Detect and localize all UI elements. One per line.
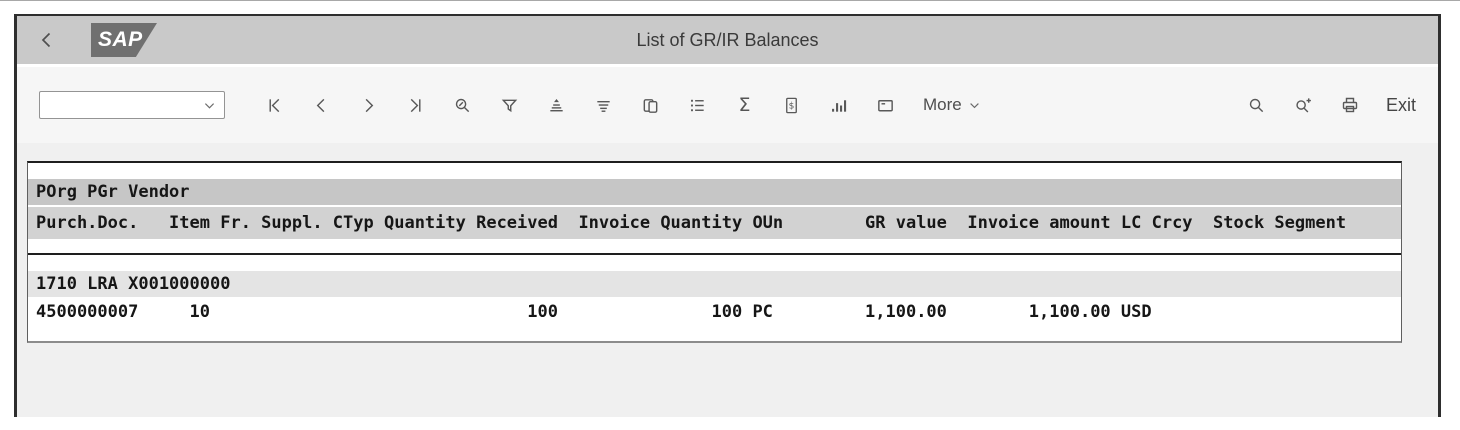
header-separator: [28, 253, 1401, 255]
filter-icon: [501, 99, 518, 112]
copy-icon: [643, 98, 658, 113]
group-header-row[interactable]: 1710 LRA X001000000: [28, 271, 1401, 297]
export-spreadsheet-icon: $: [786, 97, 797, 113]
last-page-icon: [410, 98, 421, 112]
next-page-icon: [365, 98, 374, 112]
list-data-row[interactable]: 4500000007 10 100 100 PC 1,100.00 1,100.…: [28, 297, 1401, 327]
first-page-icon: [269, 98, 280, 112]
previous-page-button[interactable]: [298, 85, 345, 125]
chart-button[interactable]: [815, 85, 862, 125]
back-button[interactable]: [37, 30, 57, 50]
next-page-button[interactable]: [345, 85, 392, 125]
page-title: List of GR/IR Balances: [636, 29, 819, 50]
more-menu-label: More: [923, 95, 962, 114]
gr-ir-list-panel: POrg PGr Vendor Purch.Doc. Item Fr. Supp…: [27, 161, 1402, 343]
layout-combobox[interactable]: [39, 91, 225, 119]
last-page-button[interactable]: [392, 85, 439, 125]
sort-ascending-button[interactable]: [533, 85, 580, 125]
previous-page-icon: [316, 98, 325, 112]
search-button[interactable]: [1233, 85, 1280, 125]
printer-icon: [1343, 97, 1358, 113]
chevron-down-icon: [204, 102, 215, 109]
sap-window: SAP List of GR/IR Balances: [14, 14, 1441, 417]
screen-split-button[interactable]: [862, 85, 909, 125]
sort-ascending-icon: [550, 98, 563, 111]
chevron-down-icon: [969, 102, 979, 108]
svg-text:$: $: [789, 101, 795, 111]
bar-chart-icon: [832, 99, 847, 112]
alv-toolbar: Σ $ More Exit: [17, 67, 1438, 143]
copy-button[interactable]: [627, 85, 674, 125]
list-header-group-row: POrg PGr Vendor: [28, 179, 1401, 205]
filter-button[interactable]: [486, 85, 533, 125]
sap-logo-text: SAP: [98, 28, 143, 51]
exit-button[interactable]: Exit: [1385, 94, 1416, 115]
sum-button[interactable]: Σ: [721, 85, 768, 125]
sum-icon: Σ: [738, 94, 751, 116]
list-output-button[interactable]: [674, 85, 721, 125]
list-icon: [691, 99, 704, 111]
find-button[interactable]: [439, 85, 486, 125]
first-page-button[interactable]: [251, 85, 298, 125]
screen-split-icon: [878, 99, 893, 111]
content-area: POrg PGr Vendor Purch.Doc. Item Fr. Supp…: [17, 143, 1438, 417]
search-next-icon: [1296, 97, 1311, 112]
sap-logo: SAP: [91, 23, 157, 57]
find-icon: [455, 98, 470, 112]
back-chevron-icon: [41, 32, 51, 48]
titlebar-toolbar-divider: [17, 64, 1438, 67]
sort-descending-icon: [597, 100, 610, 112]
search-next-button[interactable]: [1280, 85, 1327, 125]
export-spreadsheet-button[interactable]: $: [768, 85, 815, 125]
title-bar: SAP List of GR/IR Balances: [17, 16, 1438, 64]
sort-descending-button[interactable]: [580, 85, 627, 125]
list-header-columns-row: Purch.Doc. Item Fr. Suppl. CTyp Quantity…: [28, 207, 1401, 239]
more-menu-button[interactable]: More: [923, 95, 981, 115]
search-icon: [1249, 98, 1264, 112]
print-button[interactable]: [1327, 85, 1374, 125]
